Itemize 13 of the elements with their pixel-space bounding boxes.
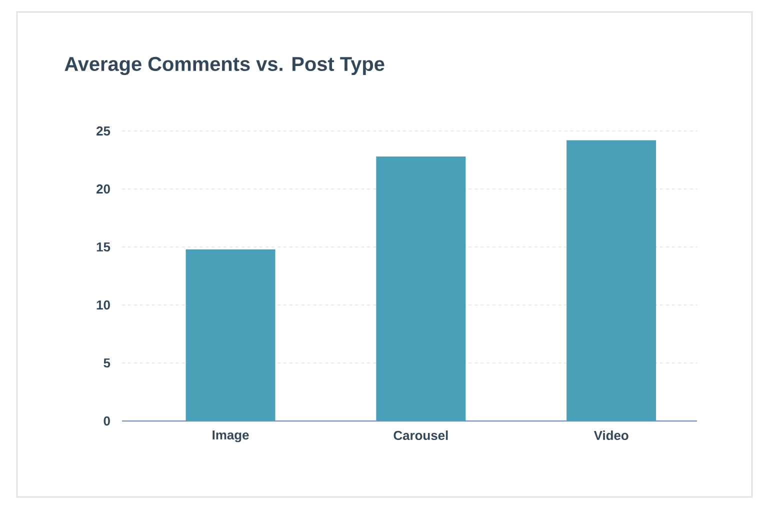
y-tick-label: 25 [96, 126, 110, 136]
bar [376, 156, 466, 421]
y-tick-label: 15 [96, 242, 110, 252]
x-tick-label: Carousel [394, 430, 448, 440]
x-tick-label: Video [594, 430, 628, 440]
bar [186, 249, 276, 421]
y-tick-label: 0 [104, 416, 110, 426]
chart-title: Average Comments vs. Post Type [64, 56, 384, 76]
x-tick-label: Image [212, 430, 249, 442]
bar [566, 140, 656, 421]
y-tick-label: 10 [96, 300, 110, 310]
y-tick-label: 5 [104, 358, 110, 368]
y-tick-label: 20 [96, 184, 110, 194]
